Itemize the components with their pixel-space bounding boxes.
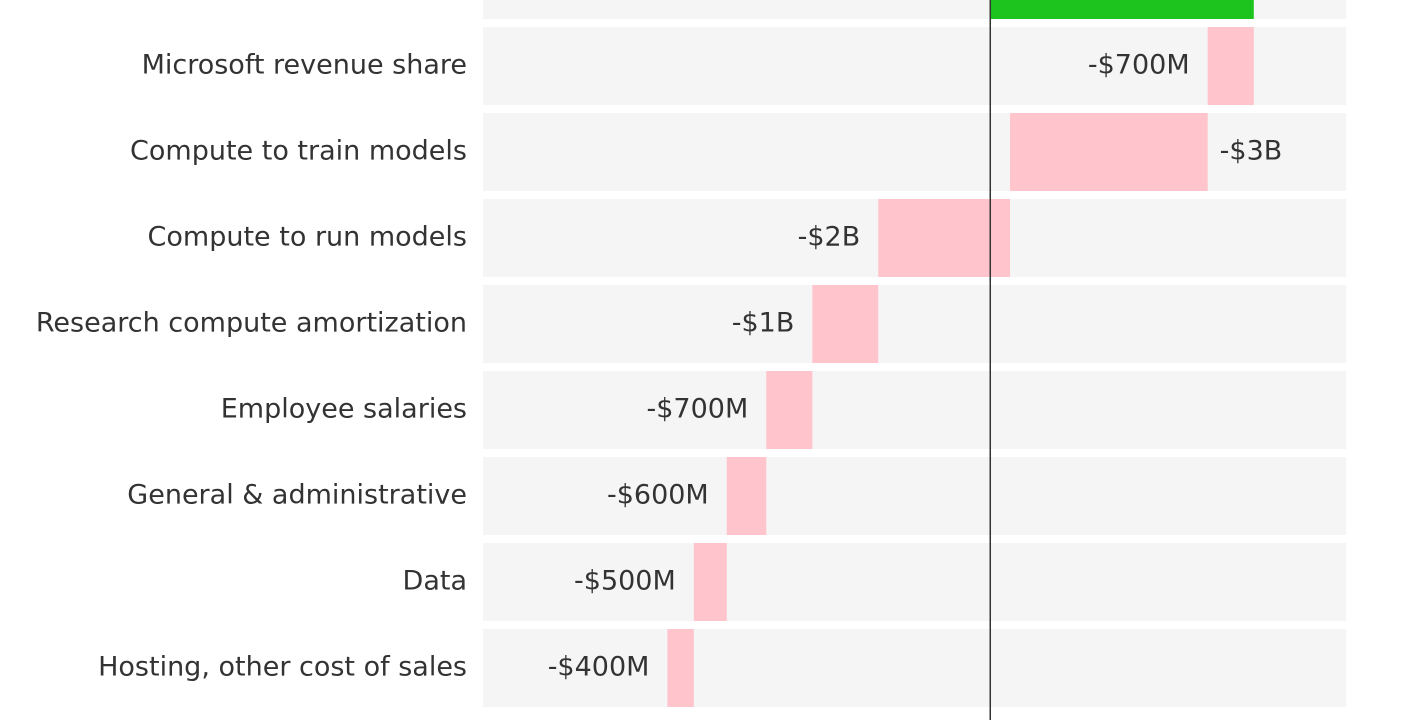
row-band <box>483 543 1346 621</box>
bar <box>766 371 813 449</box>
bar <box>990 0 1254 19</box>
value-label: -$500M <box>574 566 676 597</box>
value-label: -$400M <box>548 652 650 683</box>
row-band <box>483 285 1346 363</box>
category-label: Research compute amortization <box>36 308 467 339</box>
value-label: -$700M <box>1088 50 1190 81</box>
value-label: -$1B <box>732 308 795 339</box>
row-band <box>483 629 1346 707</box>
row-band <box>483 113 1346 191</box>
value-label: -$2B <box>798 222 861 253</box>
bar <box>726 457 767 535</box>
category-label: Microsoft revenue share <box>142 50 467 81</box>
value-label: -$700M <box>647 394 749 425</box>
category-label: Compute to run models <box>148 222 467 253</box>
category-label: Compute to train models <box>130 136 467 167</box>
value-label: -$600M <box>607 480 709 511</box>
bar <box>1207 27 1254 105</box>
row-band <box>483 457 1346 535</box>
bar <box>878 199 1011 277</box>
bar <box>667 629 694 707</box>
bar <box>693 543 727 621</box>
category-label: Data <box>403 566 467 597</box>
row-band <box>483 371 1346 449</box>
value-label: -$3B <box>1220 136 1283 167</box>
category-label: Hosting, other cost of sales <box>98 652 467 683</box>
bar <box>812 285 879 363</box>
row-band <box>483 27 1346 105</box>
bar <box>1010 113 1208 191</box>
category-label: Employee salaries <box>221 394 467 425</box>
category-label: General & administrative <box>127 480 467 511</box>
